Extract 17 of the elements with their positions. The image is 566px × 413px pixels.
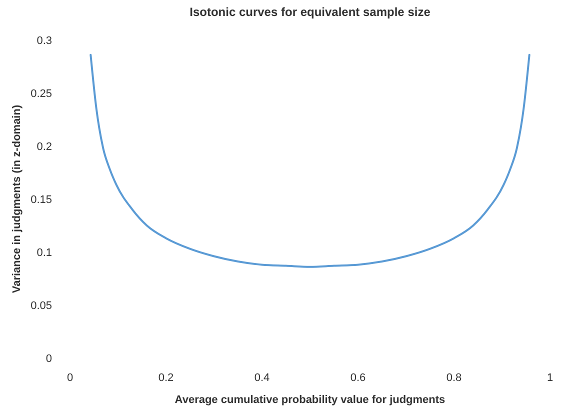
x-tick-label: 1 bbox=[546, 372, 554, 384]
y-tick-label: 0.05 bbox=[30, 300, 52, 312]
y-tick-label: 0.25 bbox=[30, 88, 52, 100]
y-tick-label: 0 bbox=[46, 353, 52, 365]
x-tick-label: 0.8 bbox=[446, 372, 462, 384]
y-axis-title: Variance in judgments (in z-domain) bbox=[11, 104, 23, 294]
y-tick-label: 0.3 bbox=[36, 35, 52, 47]
y-tick-label: 0.2 bbox=[36, 141, 52, 153]
x-tick-label: 0 bbox=[66, 372, 74, 384]
y-tick-label: 0.1 bbox=[36, 247, 52, 259]
y-tick-label: 0.15 bbox=[30, 194, 52, 206]
x-tick-label: 0.6 bbox=[350, 372, 366, 384]
chart-title: Isotonic curves for equivalent sample size bbox=[190, 5, 431, 19]
x-axis-title: Average cumulative probability value for judgments bbox=[174, 394, 446, 406]
line-series bbox=[90, 54, 530, 268]
x-tick-label: 0.4 bbox=[254, 372, 270, 384]
x-tick-label: 0.2 bbox=[158, 372, 174, 384]
